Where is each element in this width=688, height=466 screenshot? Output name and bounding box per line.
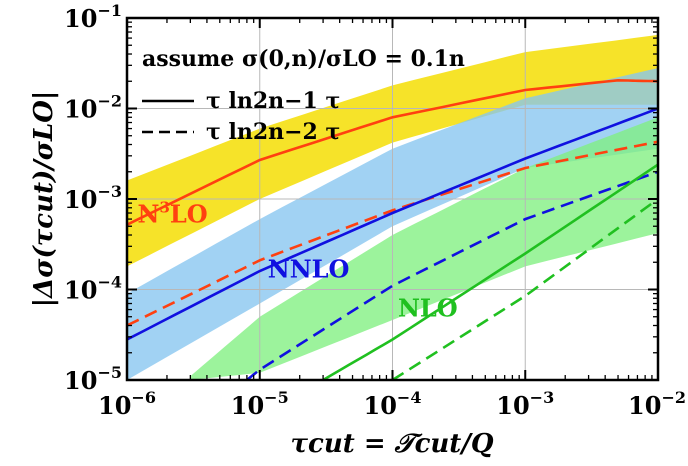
series-lines bbox=[127, 78, 658, 380]
legend-title: assume σ(0,n)/σLO = 0.1n bbox=[142, 46, 465, 72]
line-nlo-dashed bbox=[391, 197, 658, 380]
x-tick-label: 10−4 bbox=[364, 388, 422, 420]
line-n3lo-solid bbox=[127, 78, 658, 226]
x-axis-title: τcut = 𝒯cut/Q bbox=[291, 429, 494, 459]
x-tick-label: 10−3 bbox=[496, 388, 554, 420]
legend-solid-label: τ ln2n−1 τ bbox=[206, 88, 340, 114]
y-tick-label: 10−5 bbox=[64, 363, 122, 395]
annotation-n3lo: N3LO bbox=[138, 198, 208, 228]
annotation-nlo: NLO bbox=[398, 294, 458, 323]
y-tick-label: 10−1 bbox=[64, 1, 122, 33]
y-tick-label: 10−3 bbox=[64, 182, 122, 214]
legend: assume σ(0,n)/σLO = 0.1n τ ln2n−1 τ τ ln… bbox=[142, 46, 465, 145]
line-nlo-solid bbox=[322, 163, 658, 380]
line-n3lo-dashed bbox=[127, 140, 658, 327]
annotation-nnlo: NNLO bbox=[268, 255, 350, 284]
series-annotations: N3LO NNLO NLO bbox=[138, 198, 458, 322]
line-nnlo-dashed bbox=[246, 170, 658, 380]
legend-dashed-label: τ ln2n−2 τ bbox=[206, 119, 340, 145]
x-tick-label: 10−5 bbox=[231, 388, 289, 420]
line-nnlo-solid bbox=[127, 107, 658, 341]
y-axis-title: |Δσ(τcut)/σLO| bbox=[29, 91, 59, 308]
y-tick-label: 10−2 bbox=[64, 92, 122, 124]
x-tick-label: 10−6 bbox=[98, 388, 156, 420]
axis-ticks: 10−6 10−5 10−4 10−3 10−210−510−410−310−210−1 bbox=[64, 1, 686, 420]
grid-lines bbox=[127, 18, 658, 380]
band-nlo bbox=[190, 117, 658, 380]
x-tick-label: 10−2 bbox=[628, 388, 686, 420]
y-tick-label: 10−4 bbox=[64, 273, 122, 305]
